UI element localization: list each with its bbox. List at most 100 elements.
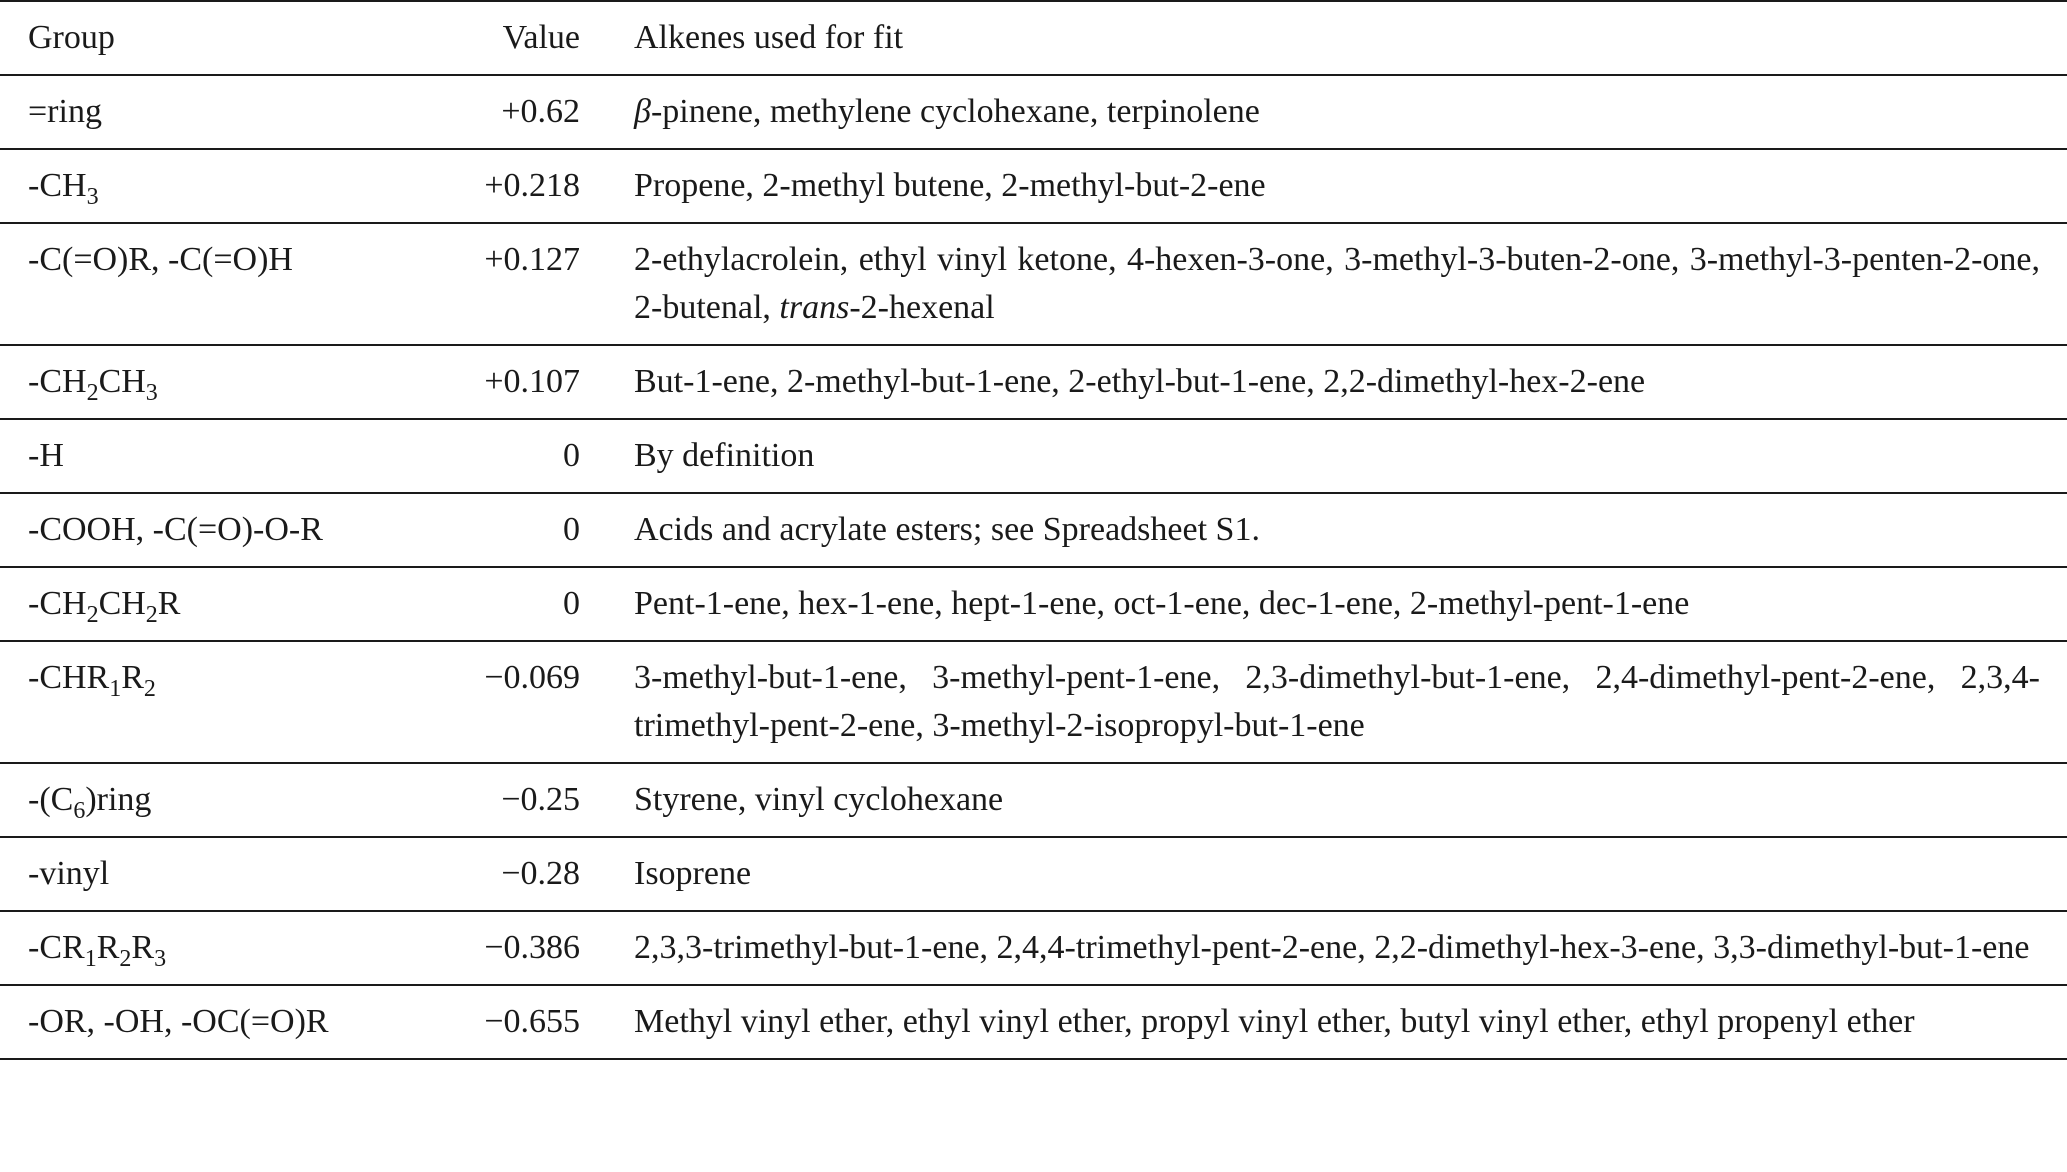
value-cell: 0 (563, 437, 580, 474)
alkenes-text: Pent-1-ene, hex-1-ene, hept-1-ene, oct-1… (634, 585, 1690, 622)
group-cell: -vinyl (0, 837, 424, 911)
table-row: -COOH, -C(=O)-O-R 0 Acids and acrylate est… (0, 493, 2067, 567)
value-cell: +0.127 (484, 241, 580, 278)
alkenes-text: 2-ethylacrolein, ethyl vinyl ketone, 4-h… (634, 241, 2040, 326)
group-text: -CH (28, 167, 87, 204)
group-cell: -CR1R2R3 (0, 911, 424, 985)
alkenes-text: Methyl vinyl ether, ethyl vinyl ether, p… (634, 1003, 1915, 1040)
alkenes-cell: Pent-1-ene, hex-1-ene, hept-1-ene, oct-1… (580, 567, 2067, 641)
value-cell: 0 (563, 585, 580, 622)
value-cell: −0.655 (484, 1003, 580, 1040)
table-row: =ring +0.62 β-pinene, methylene cyclohexan… (0, 75, 2067, 149)
group-text: -OR, -OH, -OC(=O)R (28, 1003, 329, 1040)
alkenes-cell: Isoprene (580, 837, 2067, 911)
group-subscript: 1 (84, 946, 97, 972)
value-cell: +0.62 (501, 93, 580, 130)
header-value: Value (502, 19, 580, 56)
alkenes-text: Acids and acrylate esters; see Spreadshe… (634, 511, 1260, 548)
group-cell: -CH2CH2R (0, 567, 424, 641)
group-text: CH (98, 363, 146, 400)
alkenes-cell: Propene, 2-methyl butene, 2-methyl-but-2… (580, 149, 2067, 223)
alkenes-cell: 2,3,3-trimethyl-but-1-ene, 2,4,4-trimeth… (580, 911, 2067, 985)
group-text: -CH (28, 363, 87, 400)
table-row: -vinyl −0.28 Isoprene (0, 837, 2067, 911)
group-subscript: 1 (109, 676, 122, 702)
group-text: =ring (28, 93, 102, 130)
header-alkenes: Alkenes used for fit (634, 19, 904, 56)
group-text: -vinyl (28, 855, 110, 892)
group-text: -CR (28, 929, 85, 966)
header-group: Group (28, 19, 115, 56)
table-row: -CHR1R2 −0.069 3-methyl-but-1-ene, 3-methy… (0, 641, 2067, 763)
alkenes-cell: Styrene, vinyl cyclohexane (580, 763, 2067, 837)
table-row: -CH2CH2R 0 Pent-1-ene, hex-1-ene, hept-1-e… (0, 567, 2067, 641)
alkenes-text: 3-methyl-but-1-ene, 3-methyl-pent-1-ene,… (634, 659, 2040, 744)
group-text: R (131, 929, 155, 966)
table-row: -(C6)ring −0.25 Styrene, vinyl cyclohexane (0, 763, 2067, 837)
table-row: -CH3 +0.218 Propene, 2-methyl butene, 2-me… (0, 149, 2067, 223)
group-subscript: 2 (86, 380, 99, 406)
alkenes-italic: β (634, 93, 651, 130)
group-subscript: 2 (86, 602, 99, 628)
group-text: R (157, 585, 181, 622)
alkenes-text: By definition (634, 437, 815, 474)
group-subscript: 2 (143, 676, 156, 702)
group-text: -(C (28, 781, 74, 818)
group-text: -CHR (28, 659, 110, 696)
value-cell: +0.107 (484, 363, 580, 400)
table-body: =ring +0.62 β-pinene, methylene cyclohexan… (0, 75, 2067, 1059)
alkenes-cell: 2-ethylacrolein, ethyl vinyl ketone, 4-h… (580, 223, 2067, 345)
group-text: -CH (28, 585, 87, 622)
group-text: R (96, 929, 120, 966)
table-row: -CR1R2R3 −0.386 2,3,3-trimethyl-but-1-ene,… (0, 911, 2067, 985)
value-cell: −0.25 (501, 781, 580, 818)
group-text: CH (98, 585, 146, 622)
alkenes-cell: By definition (580, 419, 2067, 493)
group-text: -C(=O)R, -C(=O)H (28, 241, 293, 278)
alkenes-cell: Methyl vinyl ether, ethyl vinyl ether, p… (580, 985, 2067, 1059)
alkenes-text: -pinene, methylene cyclohexane, terpinol… (650, 93, 1260, 130)
group-subscript: 3 (145, 380, 158, 406)
group-cell: -C(=O)R, -C(=O)H (0, 223, 424, 345)
group-cell: -(C6)ring (0, 763, 424, 837)
group-cell: -H (0, 419, 424, 493)
alkenes-italic: trans (779, 289, 850, 326)
group-text: )ring (85, 781, 152, 818)
alkenes-text: Isoprene (634, 855, 752, 892)
group-subscript: 3 (154, 946, 167, 972)
alkenes-cell: β-pinene, methylene cyclohexane, terpino… (580, 75, 2067, 149)
alkenes-text: Propene, 2-methyl butene, 2-methyl-but-2… (634, 167, 1266, 204)
group-subscript: 3 (86, 184, 99, 210)
group-cell: -CH2CH3 (0, 345, 424, 419)
group-text: -H (28, 437, 64, 474)
value-cell: +0.218 (484, 167, 580, 204)
group-subscript: 6 (73, 798, 86, 824)
table-row: -CH2CH3 +0.107 But-1-ene, 2-methyl-but-1-e… (0, 345, 2067, 419)
value-cell: −0.386 (484, 929, 580, 966)
value-cell: −0.069 (484, 659, 580, 696)
alkenes-text: -2-hexenal (849, 289, 995, 326)
group-cell: -CHR1R2 (0, 641, 424, 763)
alkenes-cell: Acids and acrylate esters; see Spreadshe… (580, 493, 2067, 567)
group-cell: -COOH, -C(=O)-O-R (0, 493, 424, 567)
group-cell: -CH3 (0, 149, 424, 223)
value-cell: −0.28 (501, 855, 580, 892)
alkenes-cell: 3-methyl-but-1-ene, 3-methyl-pent-1-ene,… (580, 641, 2067, 763)
group-text: R (121, 659, 144, 696)
alkenes-text: Styrene, vinyl cyclohexane (634, 781, 1004, 818)
substituent-table: Group Value Alkenes used for fit =ring +0… (0, 1, 2067, 1059)
alkenes-cell: But-1-ene, 2-methyl-but-1-ene, 2-ethyl-b… (580, 345, 2067, 419)
group-cell: =ring (0, 75, 424, 149)
alkenes-text: 2,3,3-trimethyl-but-1-ene, 2,4,4-trimeth… (634, 929, 2030, 966)
value-cell: 0 (563, 511, 580, 548)
group-cell: -OR, -OH, -OC(=O)R (0, 985, 424, 1059)
table-row: -C(=O)R, -C(=O)H +0.127 2-ethylacrolein, e… (0, 223, 2067, 345)
table-row: -H 0 By definition (0, 419, 2067, 493)
table-row: -OR, -OH, -OC(=O)R −0.655 Methyl vinyl eth… (0, 985, 2067, 1059)
group-subscript: 2 (119, 946, 132, 972)
alkenes-text: But-1-ene, 2-methyl-but-1-ene, 2-ethyl-b… (634, 363, 1646, 400)
table-header-row: Group Value Alkenes used for fit (0, 1, 2067, 75)
substituent-table-container: Group Value Alkenes used for fit =ring +0… (0, 1, 2067, 1059)
group-text: -COOH, -C(=O)-O-R (28, 511, 323, 548)
group-subscript: 2 (145, 602, 158, 628)
